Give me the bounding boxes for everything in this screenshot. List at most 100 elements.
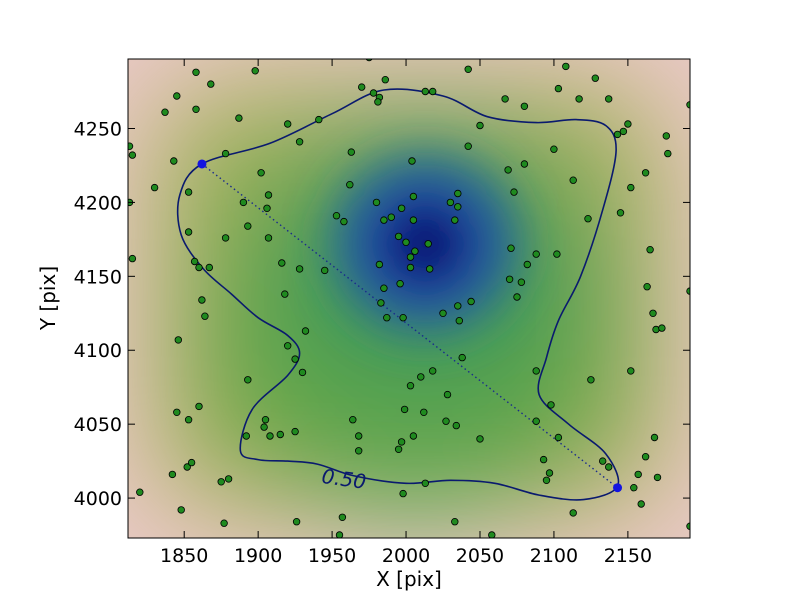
scatter-point (136, 488, 144, 496)
scatter-point (569, 176, 577, 184)
scatter-point (664, 149, 672, 158)
scatter-point (476, 435, 484, 443)
scatter-point (439, 309, 447, 317)
scatter-point (201, 312, 209, 320)
scatter-point (553, 250, 561, 258)
scatter-point (291, 427, 299, 436)
scatter-point (195, 263, 203, 272)
scatter-point (454, 302, 462, 310)
scatter-point (686, 101, 690, 109)
scatter-point (532, 250, 540, 258)
scatter-point (264, 191, 273, 199)
scatter-point (128, 254, 137, 263)
scatter-point (335, 531, 344, 538)
scatter-point (408, 157, 416, 165)
scatter-point (244, 222, 252, 230)
scatter-point (599, 457, 607, 465)
scatter-point (406, 382, 415, 390)
scatter-point (510, 188, 518, 196)
scatter-point (278, 259, 286, 267)
scatter-point (235, 114, 243, 122)
scatter-point (217, 478, 225, 486)
scatter-point (467, 297, 475, 306)
plot-area (128, 59, 690, 538)
scatter-point (173, 92, 181, 100)
scatter-point (406, 253, 415, 261)
scatter-point (420, 408, 428, 416)
scatter-point (276, 430, 284, 439)
scatter-point (634, 470, 642, 479)
scatter-point (184, 416, 193, 424)
scatter-point (399, 489, 407, 498)
scatter-point (501, 95, 509, 103)
diagonal-endpoint-upper (197, 159, 207, 169)
scatter-point (170, 157, 178, 165)
scatter-point (584, 214, 592, 223)
scatter-point (380, 284, 388, 292)
scatter-point (315, 115, 323, 124)
scatter-point (192, 105, 200, 113)
scatter-point (587, 376, 595, 384)
scatter-point (397, 438, 406, 446)
scatter-point (658, 324, 666, 332)
scatter-point (613, 130, 622, 139)
scatter-point (251, 67, 259, 75)
scatter-point (624, 120, 632, 128)
scatter-point (355, 432, 363, 440)
scatter-point (291, 355, 299, 363)
y-tick-label: 4250 (74, 118, 122, 140)
scatter-point (284, 120, 292, 128)
scatter-point (128, 151, 137, 159)
x-tick-label: 2100 (530, 545, 578, 567)
scatter-point (295, 265, 304, 273)
scatter-point (507, 244, 515, 252)
scatter-point (421, 87, 429, 96)
scatter-point (451, 216, 459, 224)
scatter-point (488, 531, 496, 538)
scatter-point (686, 287, 690, 295)
scatter-point (464, 65, 472, 73)
scatter-point (377, 299, 385, 307)
scatter-point (476, 121, 484, 130)
scatter-point (340, 217, 348, 226)
x-tick-label: 1900 (234, 545, 282, 567)
scatter-point (605, 463, 613, 471)
scatter-point (446, 198, 455, 207)
scatter-point (649, 309, 657, 317)
scatter-point (399, 314, 407, 322)
scatter-point (646, 245, 654, 254)
scatter-point (452, 421, 460, 430)
scatter-point (128, 142, 134, 150)
axis-ticks: 1850 1900 1950 2000 2050 2100 2150 4000 4050 4100… (74, 59, 690, 567)
scatter-point (173, 408, 181, 416)
scatter-point (421, 479, 429, 487)
scatter-point (539, 455, 548, 464)
y-tick-label: 4000 (74, 488, 122, 510)
scatter-point (550, 145, 558, 153)
plot-frame (127, 58, 691, 539)
scatter-point (523, 260, 531, 269)
scatter-point (662, 132, 670, 140)
scatter-point (346, 180, 354, 189)
scatter-point (380, 216, 388, 224)
scatter-point (532, 367, 540, 375)
scatter-point (387, 213, 395, 221)
scatter-point (429, 87, 437, 96)
scatter-point (372, 198, 381, 207)
scatter-point (365, 59, 373, 62)
scatter-point (569, 509, 577, 517)
scatter-point (643, 283, 651, 291)
scatter-point (406, 263, 415, 272)
scatter-point (591, 74, 599, 82)
scatter-point (281, 290, 289, 298)
x-tick-label: 1850 (160, 545, 208, 567)
scatter-point (161, 108, 169, 116)
scatter-point (347, 148, 355, 156)
scatter-point (545, 469, 554, 477)
scatter-point (411, 247, 419, 255)
scatter-point (454, 189, 462, 198)
scatter-point (627, 367, 635, 375)
scatter-point (221, 234, 230, 242)
scatter-point (239, 198, 248, 207)
scatter-points (128, 59, 690, 538)
